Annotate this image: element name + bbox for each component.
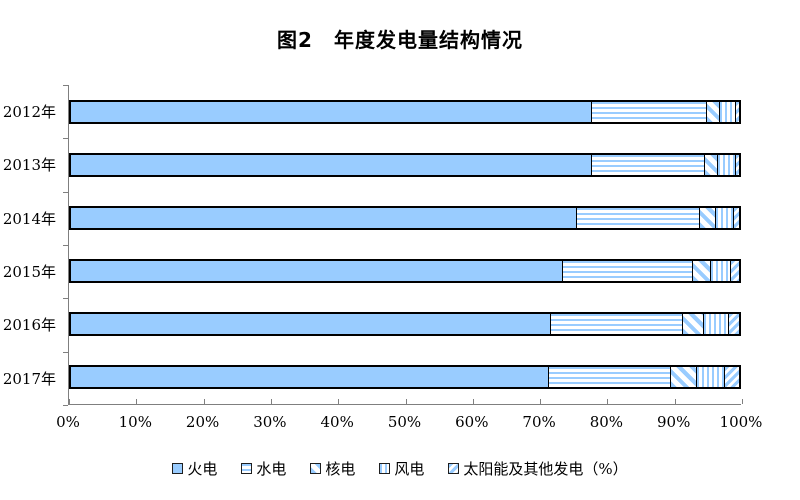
bar-segment-太阳能及其他发电（%） xyxy=(724,367,739,388)
bar-segment-火电 xyxy=(71,101,593,122)
bar-segment-核电 xyxy=(670,367,697,388)
x-axis-label: 40% xyxy=(320,413,354,431)
y-axis-tick xyxy=(63,85,68,86)
bar-segment-核电 xyxy=(682,314,704,335)
y-axis-tick xyxy=(63,191,68,193)
bar-segment-风电 xyxy=(715,207,735,228)
x-axis-label: 60% xyxy=(455,413,489,431)
x-axis-tick xyxy=(405,399,407,404)
bar-segment-水电 xyxy=(577,207,701,228)
bar-segment-风电 xyxy=(718,154,737,175)
x-axis-label: 0% xyxy=(56,413,80,431)
y-axis-label: 2012年 xyxy=(2,103,56,122)
legend-marker-icon xyxy=(310,463,322,474)
legend-label: 水电 xyxy=(256,460,287,478)
x-axis-label: 90% xyxy=(657,413,691,431)
stacked-bar-2015年 xyxy=(69,259,741,284)
legend-marker-icon xyxy=(379,463,391,474)
y-axis-tick xyxy=(63,298,68,300)
x-axis-label: 80% xyxy=(589,413,624,431)
y-axis-tick xyxy=(63,351,68,353)
bar-segment-火电 xyxy=(71,314,551,335)
y-axis-tick xyxy=(63,138,68,140)
x-axis-label: 30% xyxy=(253,413,287,431)
bar-segment-核电 xyxy=(706,101,720,122)
y-axis-label: 2016年 xyxy=(2,316,56,335)
bar-row xyxy=(69,191,741,244)
legend-marker-icon xyxy=(448,463,460,474)
x-axis-label: 100% xyxy=(719,413,763,431)
x-axis-tick xyxy=(742,399,743,404)
bar-segment-太阳能及其他发电（%） xyxy=(730,261,739,282)
x-axis-tick xyxy=(136,399,138,404)
legend-label: 火电 xyxy=(187,460,218,478)
y-axis-labels: 2012年 2013年 2014年 2015年 2016年 2017年 xyxy=(0,85,62,405)
stacked-bar-2014年 xyxy=(69,205,741,230)
x-axis-tick xyxy=(607,399,609,404)
bar-segment-火电 xyxy=(71,367,549,388)
y-axis-label: 2013年 xyxy=(2,156,56,175)
bar-row xyxy=(69,85,741,138)
stacked-bar-2016年 xyxy=(69,312,741,337)
x-axis-label: 70% xyxy=(522,413,556,431)
bar-row xyxy=(69,138,741,191)
legend-label: 核电 xyxy=(325,460,356,478)
legend: 火电 水电 核电 风电 太阳能及其他发电（%） xyxy=(0,458,800,479)
x-axis-tick xyxy=(674,399,676,404)
bar-segment-火电 xyxy=(71,154,593,175)
bar-row xyxy=(69,245,741,298)
plot-area xyxy=(68,85,743,405)
legend-item-太阳能及其他发电（%）: 太阳能及其他发电（%） xyxy=(448,458,628,479)
bar-segment-火电 xyxy=(71,207,578,228)
bar-segment-水电 xyxy=(592,154,705,175)
bar-segment-风电 xyxy=(696,367,725,388)
legend-item-风电: 风电 xyxy=(379,458,424,479)
bar-segment-太阳能及其他发电（%） xyxy=(736,154,739,175)
legend-marker-icon xyxy=(241,463,253,474)
stacked-bar-2017年 xyxy=(69,365,741,390)
x-axis-label: 20% xyxy=(185,413,220,431)
legend-item-核电: 核电 xyxy=(310,458,355,479)
stacked-bar-2012年 xyxy=(69,99,741,124)
x-axis-label: 10% xyxy=(118,413,152,431)
x-axis-tick xyxy=(270,399,272,404)
bar-row xyxy=(69,298,741,351)
stacked-bar-2013年 xyxy=(69,152,741,177)
bar-segment-太阳能及其他发电（%） xyxy=(736,101,739,122)
x-axis-tick xyxy=(472,399,474,404)
bar-segment-风电 xyxy=(710,261,731,282)
x-axis-tick xyxy=(540,399,542,404)
bar-segment-水电 xyxy=(563,261,693,282)
legend-marker-icon xyxy=(172,463,184,474)
x-axis-tick xyxy=(203,399,205,404)
bar-segment-水电 xyxy=(550,314,683,335)
legend-label: 风电 xyxy=(394,460,425,478)
y-axis-label: 2017年 xyxy=(2,369,56,388)
y-axis-label: 2014年 xyxy=(2,209,56,228)
legend-item-火电: 火电 xyxy=(172,458,217,479)
x-axis-tick xyxy=(338,399,340,404)
legend-label: 太阳能及其他发电（%） xyxy=(463,460,628,478)
bar-row xyxy=(69,351,741,404)
y-axis-label: 2015年 xyxy=(2,263,56,282)
bar-segment-太阳能及其他发电（%） xyxy=(728,314,739,335)
y-axis-tick xyxy=(63,245,68,246)
x-axis-label: 50% xyxy=(387,413,422,431)
bar-segment-风电 xyxy=(719,101,737,122)
x-axis-tick xyxy=(69,399,70,404)
bar-segment-太阳能及其他发电（%） xyxy=(734,207,739,228)
bar-segment-火电 xyxy=(71,261,564,282)
chart-title: 图2 年度发电量结构情况 xyxy=(277,28,523,52)
y-axis-tick xyxy=(63,405,68,406)
legend-item-水电: 水电 xyxy=(241,458,286,479)
bar-segment-核电 xyxy=(700,207,716,228)
bar-segment-水电 xyxy=(548,367,671,388)
bar-segment-核电 xyxy=(692,261,711,282)
bar-segment-水电 xyxy=(592,101,707,122)
bar-segment-风电 xyxy=(703,314,729,335)
x-axis-labels: 0% 10% 20% 30% 40% 50% 60% 70% 80% 90% 100% xyxy=(56,413,762,433)
bar-segment-核电 xyxy=(704,154,719,175)
